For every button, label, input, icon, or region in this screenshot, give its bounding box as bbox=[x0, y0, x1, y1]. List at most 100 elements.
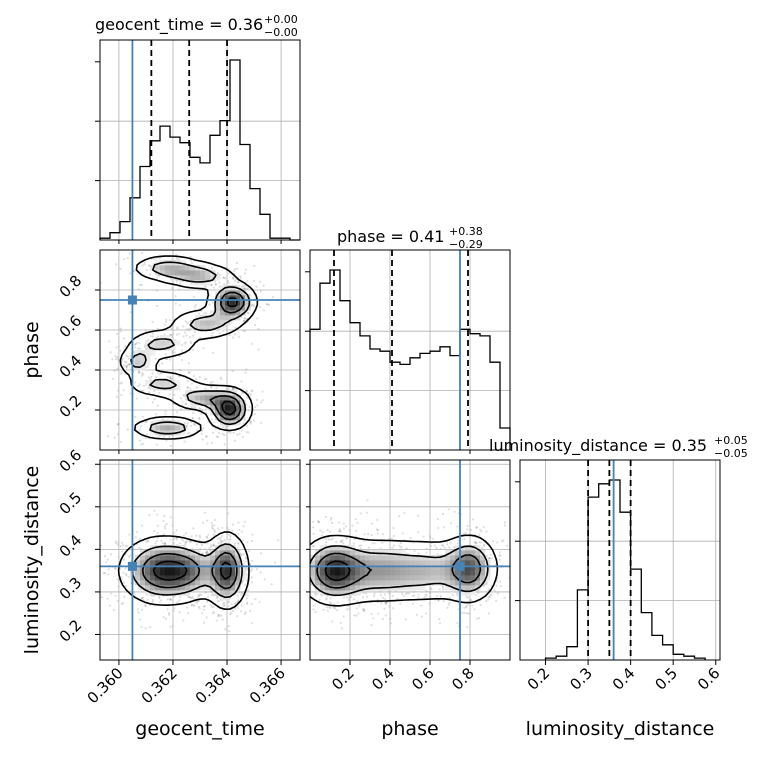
sample-point bbox=[137, 371, 140, 374]
sample-point bbox=[211, 527, 214, 530]
density-cell bbox=[320, 565, 326, 571]
sample-point bbox=[460, 611, 463, 615]
sample-point bbox=[156, 524, 159, 528]
sample-point bbox=[166, 375, 169, 378]
sample-point bbox=[381, 541, 384, 544]
density-cell bbox=[210, 275, 216, 281]
density-cell bbox=[475, 570, 481, 576]
sample-point bbox=[189, 540, 192, 543]
sample-point bbox=[250, 389, 253, 392]
sample-point bbox=[249, 420, 252, 423]
density-cell bbox=[200, 580, 206, 586]
sample-point bbox=[201, 544, 204, 547]
density-cell bbox=[435, 575, 441, 581]
sample-point bbox=[346, 608, 349, 611]
sample-point bbox=[390, 537, 394, 540]
sample-point bbox=[192, 411, 195, 415]
sample-point bbox=[485, 600, 488, 603]
sample-point bbox=[338, 530, 341, 533]
density-cell bbox=[355, 585, 361, 591]
density-cell bbox=[225, 580, 231, 586]
sample-point bbox=[144, 605, 147, 608]
sample-point bbox=[317, 520, 320, 523]
density-cell bbox=[200, 585, 206, 591]
sample-point bbox=[116, 395, 119, 398]
sample-point bbox=[243, 520, 246, 523]
sample-point bbox=[219, 376, 222, 379]
sample-point bbox=[256, 404, 259, 407]
sample-point bbox=[245, 557, 248, 560]
density-cell bbox=[190, 280, 196, 286]
sample-point bbox=[147, 540, 150, 543]
sample-point bbox=[466, 524, 469, 528]
sample-point bbox=[331, 620, 334, 623]
density-cell bbox=[205, 315, 211, 321]
sample-point bbox=[370, 533, 373, 537]
sample-point bbox=[116, 356, 119, 359]
density-cell bbox=[210, 325, 216, 331]
sample-point bbox=[442, 599, 445, 603]
sample-point bbox=[184, 331, 187, 334]
density-cell bbox=[340, 575, 346, 581]
density-cell bbox=[145, 555, 151, 561]
sample-point bbox=[145, 268, 148, 272]
sample-point bbox=[302, 578, 304, 580]
sample-point bbox=[318, 598, 321, 602]
sample-point bbox=[244, 371, 247, 374]
density-cell bbox=[375, 560, 381, 566]
ylabel-luminosity-distance: luminosity_distance bbox=[21, 466, 43, 655]
sample-point bbox=[194, 304, 197, 307]
sample-point bbox=[139, 425, 142, 428]
sample-point bbox=[448, 601, 451, 605]
sample-point bbox=[392, 527, 395, 530]
sample-point bbox=[255, 568, 258, 571]
sample-point bbox=[217, 615, 220, 618]
panel-frame bbox=[99, 39, 301, 241]
sample-point bbox=[322, 608, 325, 611]
sample-point bbox=[262, 284, 265, 287]
sample-point bbox=[154, 413, 158, 416]
sample-point bbox=[441, 512, 444, 516]
density-cell bbox=[355, 590, 361, 596]
title-geocent-time-minus: −0.00 bbox=[264, 26, 298, 39]
sample-point bbox=[296, 550, 298, 552]
sample-point bbox=[219, 540, 222, 543]
histogram-bin bbox=[470, 334, 480, 450]
sample-point bbox=[465, 606, 468, 609]
density-cell bbox=[240, 290, 246, 296]
title-geocent-time-plus: +0.00 bbox=[264, 13, 298, 26]
density-cell bbox=[355, 575, 361, 581]
density-cell bbox=[315, 585, 321, 591]
density-cell bbox=[155, 590, 161, 596]
sample-point bbox=[499, 585, 502, 588]
sample-point bbox=[184, 402, 187, 405]
sample-point bbox=[217, 432, 221, 435]
histogram-bin bbox=[609, 480, 620, 660]
sample-point bbox=[195, 386, 198, 389]
sample-point bbox=[125, 354, 128, 357]
sample-point bbox=[466, 528, 469, 531]
sample-point bbox=[356, 521, 359, 524]
contour-line bbox=[131, 543, 243, 599]
sample-point bbox=[505, 544, 508, 547]
density-cell bbox=[175, 550, 181, 556]
sample-point bbox=[179, 542, 182, 545]
sample-point bbox=[198, 534, 201, 537]
density-cell bbox=[460, 580, 466, 586]
density-cell bbox=[365, 570, 371, 576]
sample-point bbox=[312, 532, 315, 535]
density-cell bbox=[360, 585, 366, 591]
density-cell bbox=[215, 315, 221, 321]
sample-point bbox=[329, 601, 332, 604]
sample-point bbox=[339, 530, 342, 533]
sample-point bbox=[121, 550, 124, 553]
sample-point bbox=[112, 608, 115, 612]
sample-point bbox=[169, 598, 172, 601]
density-cell bbox=[315, 560, 321, 566]
sample-point bbox=[213, 611, 216, 614]
sample-point bbox=[178, 355, 181, 358]
sample-point bbox=[138, 547, 141, 550]
density-cell bbox=[450, 580, 456, 586]
sample-point bbox=[186, 432, 189, 435]
density-cell bbox=[215, 275, 221, 281]
